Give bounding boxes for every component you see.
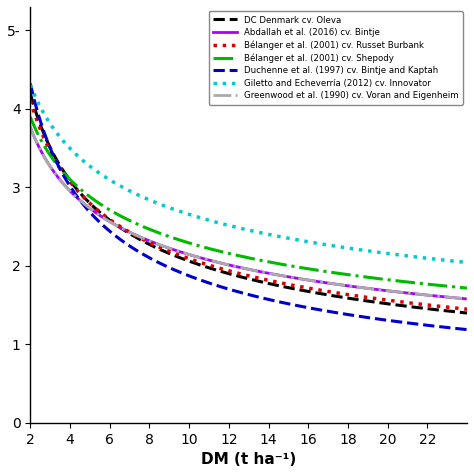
Greenwood et al. (1990) cv. Voran and Eigenheim bbox=[328, 281, 333, 286]
DC Denmark cv. Oleva bbox=[72, 184, 78, 190]
Bélanger et al. (2001) cv. Russet Burbank bbox=[27, 97, 33, 103]
DC Denmark cv. Oleva bbox=[27, 91, 33, 96]
Bélanger et al. (2001) cv. Russet Burbank bbox=[376, 296, 382, 302]
Greenwood et al. (1990) cv. Voran and Eigenheim bbox=[27, 125, 33, 130]
Legend: DC Denmark cv. Oleva, Abdallah et al. (2016) cv. Bintje, Bélanger et al. (2001) : DC Denmark cv. Oleva, Abdallah et al. (2… bbox=[209, 11, 463, 105]
Line: Giletto and Echeverría (2012) cv. Innovator: Giletto and Echeverría (2012) cv. Innova… bbox=[30, 85, 467, 263]
Bélanger et al. (2001) cv. Russet Burbank bbox=[464, 306, 470, 312]
Bélanger et al. (2001) cv. Shepody bbox=[204, 245, 210, 251]
Abdallah et al. (2016) cv. Bintje bbox=[464, 296, 470, 302]
Line: Bélanger et al. (2001) cv. Shepody: Bélanger et al. (2001) cv. Shepody bbox=[30, 117, 467, 288]
Giletto and Echeverría (2012) cv. Innovator bbox=[464, 260, 470, 265]
Line: DC Denmark cv. Oleva: DC Denmark cv. Oleva bbox=[30, 93, 467, 313]
Greenwood et al. (1990) cv. Voran and Eigenheim bbox=[72, 193, 78, 199]
Bélanger et al. (2001) cv. Shepody bbox=[328, 269, 333, 275]
Bélanger et al. (2001) cv. Shepody bbox=[376, 276, 382, 282]
X-axis label: DM (t ha⁻¹): DM (t ha⁻¹) bbox=[201, 452, 296, 467]
Bélanger et al. (2001) cv. Shepody bbox=[464, 285, 470, 291]
Abdallah et al. (2016) cv. Bintje bbox=[204, 257, 210, 263]
Greenwood et al. (1990) cv. Voran and Eigenheim bbox=[368, 286, 374, 292]
Bélanger et al. (2001) cv. Russet Burbank bbox=[368, 295, 374, 301]
Bélanger et al. (2001) cv. Russet Burbank bbox=[204, 262, 210, 267]
Duchenne et al. (1997) cv. Bintje and Kaptah bbox=[204, 280, 210, 285]
Line: Abdallah et al. (2016) cv. Bintje: Abdallah et al. (2016) cv. Bintje bbox=[30, 128, 467, 299]
Giletto and Echeverría (2012) cv. Innovator bbox=[376, 249, 382, 255]
Bélanger et al. (2001) cv. Russet Burbank bbox=[220, 266, 226, 272]
Duchenne et al. (1997) cv. Bintje and Kaptah bbox=[27, 81, 33, 86]
Duchenne et al. (1997) cv. Bintje and Kaptah bbox=[464, 327, 470, 332]
Giletto and Echeverría (2012) cv. Innovator bbox=[72, 150, 78, 156]
Abdallah et al. (2016) cv. Bintje bbox=[368, 286, 374, 292]
Abdallah et al. (2016) cv. Bintje bbox=[376, 287, 382, 292]
Duchenne et al. (1997) cv. Bintje and Kaptah bbox=[376, 316, 382, 322]
Greenwood et al. (1990) cv. Voran and Eigenheim bbox=[220, 261, 226, 266]
Abdallah et al. (2016) cv. Bintje bbox=[72, 193, 78, 199]
Line: Greenwood et al. (1990) cv. Voran and Eigenheim: Greenwood et al. (1990) cv. Voran and Ei… bbox=[30, 128, 467, 299]
Greenwood et al. (1990) cv. Voran and Eigenheim bbox=[464, 296, 470, 302]
Giletto and Echeverría (2012) cv. Innovator bbox=[368, 248, 374, 254]
DC Denmark cv. Oleva bbox=[328, 292, 333, 298]
DC Denmark cv. Oleva bbox=[220, 269, 226, 275]
DC Denmark cv. Oleva bbox=[204, 264, 210, 270]
DC Denmark cv. Oleva bbox=[464, 310, 470, 316]
Bélanger et al. (2001) cv. Shepody bbox=[368, 275, 374, 281]
Bélanger et al. (2001) cv. Shepody bbox=[72, 182, 78, 187]
Bélanger et al. (2001) cv. Russet Burbank bbox=[328, 289, 333, 295]
Greenwood et al. (1990) cv. Voran and Eigenheim bbox=[204, 257, 210, 263]
Duchenne et al. (1997) cv. Bintje and Kaptah bbox=[220, 284, 226, 290]
DC Denmark cv. Oleva bbox=[376, 300, 382, 305]
Giletto and Echeverría (2012) cv. Innovator bbox=[27, 82, 33, 88]
Abdallah et al. (2016) cv. Bintje bbox=[220, 261, 226, 266]
DC Denmark cv. Oleva bbox=[368, 299, 374, 304]
Abdallah et al. (2016) cv. Bintje bbox=[328, 281, 333, 286]
Duchenne et al. (1997) cv. Bintje and Kaptah bbox=[72, 191, 78, 196]
Giletto and Echeverría (2012) cv. Innovator bbox=[220, 221, 226, 227]
Greenwood et al. (1990) cv. Voran and Eigenheim bbox=[376, 287, 382, 292]
Line: Bélanger et al. (2001) cv. Russet Burbank: Bélanger et al. (2001) cv. Russet Burban… bbox=[30, 100, 467, 309]
Giletto and Echeverría (2012) cv. Innovator bbox=[204, 217, 210, 222]
Bélanger et al. (2001) cv. Shepody bbox=[27, 114, 33, 120]
Giletto and Echeverría (2012) cv. Innovator bbox=[328, 243, 333, 248]
Line: Duchenne et al. (1997) cv. Bintje and Kaptah: Duchenne et al. (1997) cv. Bintje and Ka… bbox=[30, 83, 467, 329]
Bélanger et al. (2001) cv. Russet Burbank bbox=[72, 185, 78, 191]
Duchenne et al. (1997) cv. Bintje and Kaptah bbox=[368, 315, 374, 321]
Abdallah et al. (2016) cv. Bintje bbox=[27, 125, 33, 130]
Duchenne et al. (1997) cv. Bintje and Kaptah bbox=[328, 309, 333, 315]
Bélanger et al. (2001) cv. Shepody bbox=[220, 249, 226, 255]
